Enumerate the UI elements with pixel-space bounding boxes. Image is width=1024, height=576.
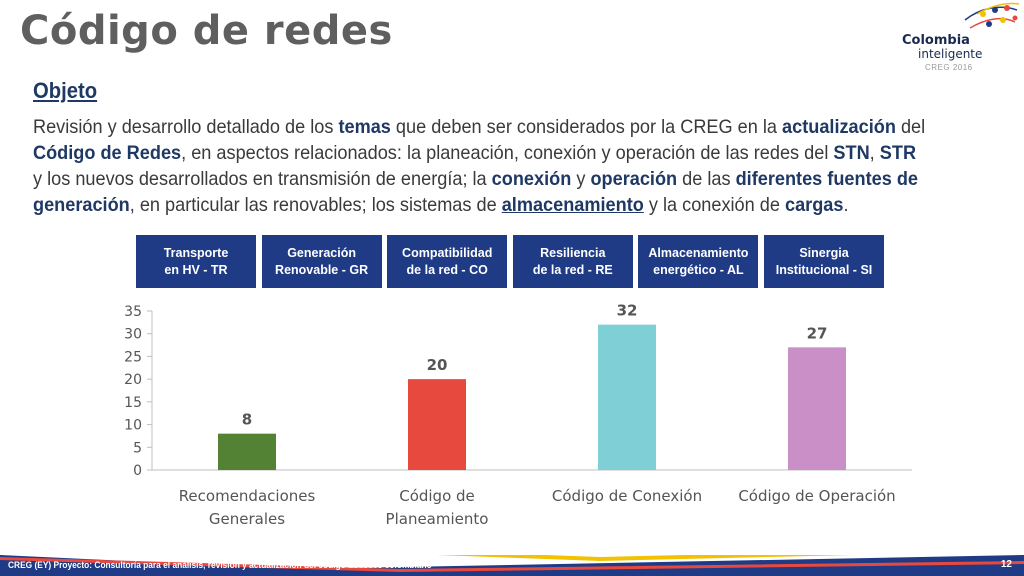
description-text: del: [895, 116, 926, 138]
theme-boxes: Transporte en HV - TR Generación Renovabl…: [136, 235, 884, 288]
category-label: Generales: [209, 510, 285, 528]
colombia-inteligente-logo: Colombia inteligente CREG 2016: [895, 0, 1020, 80]
description-keyword: conexión: [491, 168, 572, 190]
slide-title: Código de redes: [20, 8, 393, 54]
y-tick-label: 10: [124, 418, 142, 434]
description-paragraph: Revisión y desarrollo detallado de los t…: [33, 114, 926, 218]
category-label: Código de: [399, 487, 475, 505]
data-label: 32: [617, 302, 638, 320]
description-text: y la conexión de: [643, 194, 785, 216]
y-tick-label: 20: [124, 372, 142, 388]
y-tick-label: 30: [124, 327, 142, 343]
description-text: .: [843, 194, 849, 216]
description-keyword: Código de Redes: [33, 142, 182, 164]
y-tick-label: 0: [133, 463, 142, 479]
description-text: , en particular las renovables; los sist…: [129, 194, 502, 216]
y-tick-label: 35: [124, 304, 142, 320]
description-text: , en aspectos relacionados: la planeació…: [181, 142, 834, 164]
y-tick-label: 15: [124, 395, 142, 411]
description-keyword: temas: [338, 116, 391, 138]
category-label: Código de Operación: [738, 487, 895, 505]
description-text: que deben ser considerados por la CREG e…: [390, 116, 783, 138]
bar: [788, 347, 846, 470]
footer-background: [0, 555, 1024, 576]
data-label: 27: [807, 324, 828, 342]
description-text: y los nuevos desarrollados en transmisió…: [33, 168, 492, 190]
category-label: Código de Conexión: [552, 487, 702, 505]
description-keyword: cargas: [784, 194, 844, 216]
description-keyword: actualización: [782, 116, 896, 138]
footer-text: CREG (EY) Proyecto: Consultoría para el …: [8, 560, 432, 571]
category-label: Planeamiento: [386, 510, 489, 528]
y-tick-label: 25: [124, 349, 142, 365]
theme-box: Resiliencia de la red - RE: [512, 235, 633, 288]
logo-orbit-graphic: [964, 2, 1020, 29]
theme-box: Almacenamiento energético - AL: [638, 235, 759, 288]
logo-text-creg: CREG 2016: [925, 63, 973, 72]
description-text: ,: [869, 142, 880, 164]
description-text: Revisión y desarrollo detallado de los: [33, 116, 339, 138]
logo-text-colombia: Colombia: [902, 33, 970, 48]
description-keyword: almacenamiento: [501, 194, 644, 216]
logo-text-inteligente: inteligente: [918, 47, 983, 61]
description-text: de las: [677, 168, 736, 190]
bar: [408, 379, 466, 470]
category-label: Recomendaciones: [179, 487, 316, 505]
description-keyword: STR: [879, 142, 917, 164]
description-keyword: STN: [833, 142, 870, 164]
theme-box: Sinergia Institucional - SI: [764, 235, 884, 288]
y-tick-label: 5: [133, 440, 142, 456]
bar-chart-svg: 0 5 10 15 20 25 30 35 8 Recomendaciones Generales 2…: [124, 302, 912, 528]
theme-box: Generación Renovable - GR: [261, 235, 382, 288]
footer-bar: CREG (EY) Proyecto: Consultoría para el …: [0, 555, 1024, 576]
description-keyword: diferentes fuentes de generación: [33, 168, 918, 216]
page-number: 12: [1000, 559, 1012, 570]
bar-chart: 0 5 10 15 20 25 30 35 8 Recomendaciones Generales 2…: [100, 300, 1020, 540]
data-label: 8: [242, 411, 252, 429]
bar: [598, 324, 656, 470]
description-keyword: operación: [590, 168, 678, 190]
data-label: 20: [427, 356, 448, 374]
theme-box: Transporte en HV - TR: [136, 235, 256, 288]
theme-box: Compatibilidad de la red - CO: [387, 235, 508, 288]
section-subtitle: Objeto: [33, 78, 98, 103]
bar: [218, 433, 276, 470]
description-text: y: [571, 168, 591, 190]
